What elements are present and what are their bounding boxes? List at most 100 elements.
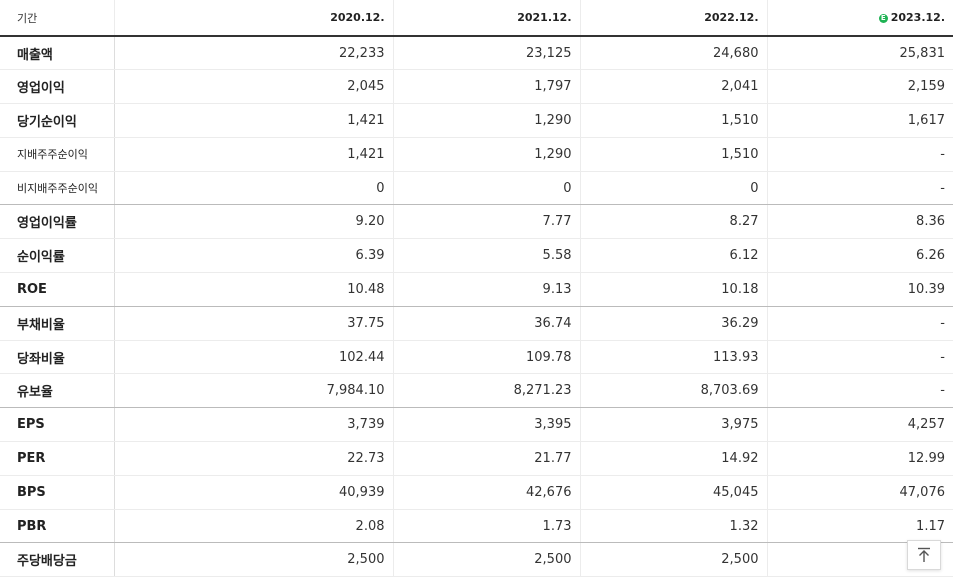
table-row: 당좌비율 102.44 109.78 113.93 - bbox=[0, 340, 953, 375]
table-row: 부채비율 37.75 36.74 36.29 - bbox=[0, 306, 953, 341]
row-label: ROE bbox=[0, 272, 115, 307]
table-cell: 1.17 bbox=[766, 509, 953, 544]
table-cell: 2,045 bbox=[113, 69, 393, 105]
table-cell: - bbox=[766, 373, 953, 409]
table-cell: 9.13 bbox=[392, 272, 580, 307]
table-cell: 45,045 bbox=[579, 475, 767, 510]
table-cell: 10.18 bbox=[579, 272, 767, 307]
table-cell: 36.29 bbox=[579, 306, 767, 341]
row-label: 당좌비율 bbox=[0, 340, 115, 375]
table-cell: 22,233 bbox=[113, 36, 393, 71]
table-row: EPS 3,739 3,395 3,975 4,257 bbox=[0, 407, 953, 443]
row-label: EPS bbox=[0, 407, 115, 443]
table-cell: 1.32 bbox=[579, 509, 767, 544]
row-label: 주당배당금 bbox=[0, 542, 115, 578]
table-cell: 21.77 bbox=[392, 441, 580, 476]
table-cell: 0 bbox=[113, 171, 393, 206]
table-cell: 40,939 bbox=[113, 475, 393, 510]
table-cell: 109.78 bbox=[392, 340, 580, 375]
table-cell: 2,159 bbox=[766, 69, 953, 105]
row-label: PER bbox=[0, 441, 115, 476]
table-cell: - bbox=[766, 171, 953, 206]
table-row: ROE 10.48 9.13 10.18 10.39 bbox=[0, 272, 953, 307]
row-label: 지배주주순이익 bbox=[0, 137, 115, 172]
table-cell: 8,271.23 bbox=[392, 373, 580, 409]
year-header: 2020.12. bbox=[113, 0, 393, 37]
table-cell: 3,739 bbox=[113, 407, 393, 443]
table-cell: 102.44 bbox=[113, 340, 393, 375]
table-row: 순이익률 6.39 5.58 6.12 6.26 bbox=[0, 238, 953, 274]
table-row: 당기순이익 1,421 1,290 1,510 1,617 bbox=[0, 103, 953, 138]
table-cell: 2,500 bbox=[392, 542, 580, 578]
table-cell: 37.75 bbox=[113, 306, 393, 341]
table-cell: 1,421 bbox=[113, 137, 393, 172]
row-label: 당기순이익 bbox=[0, 103, 115, 138]
table-cell: 42,676 bbox=[392, 475, 580, 510]
table-cell: 14.92 bbox=[579, 441, 767, 476]
table-cell: 8.36 bbox=[766, 204, 953, 240]
table-cell: 1,617 bbox=[766, 103, 953, 138]
row-label: 비지배주주순이익 bbox=[0, 171, 115, 206]
table-row: 영업이익률 9.20 7.77 8.27 8.36 bbox=[0, 204, 953, 240]
table-cell: 7.77 bbox=[392, 204, 580, 240]
table-cell: 12.99 bbox=[766, 441, 953, 476]
table-cell: 6.26 bbox=[766, 238, 953, 274]
row-label: 순이익률 bbox=[0, 238, 115, 274]
table-row: PER 22.73 21.77 14.92 12.99 bbox=[0, 441, 953, 476]
table-cell: 8.27 bbox=[579, 204, 767, 240]
table-row: BPS 40,939 42,676 45,045 47,076 bbox=[0, 475, 953, 510]
table-cell: 2,041 bbox=[579, 69, 767, 105]
period-header: 기간 bbox=[0, 0, 114, 37]
table-cell: 6.12 bbox=[579, 238, 767, 274]
table-cell: 1,421 bbox=[113, 103, 393, 138]
table-cell: 0 bbox=[392, 171, 580, 206]
table-cell: 5.58 bbox=[392, 238, 580, 274]
year-header-estimate: E 2023.12. bbox=[766, 0, 953, 37]
table-cell: 0 bbox=[579, 171, 767, 206]
table-cell: 3,975 bbox=[579, 407, 767, 443]
row-label: PBR bbox=[0, 509, 115, 544]
year-header: 2022.12. bbox=[579, 0, 767, 37]
table-row: 비지배주주순이익 0 0 0 - bbox=[0, 171, 953, 206]
table-cell: 6.39 bbox=[113, 238, 393, 274]
table-cell: 10.48 bbox=[113, 272, 393, 307]
table-cell: 24,680 bbox=[579, 36, 767, 71]
table-cell: 1,290 bbox=[392, 137, 580, 172]
table-row: PBR 2.08 1.73 1.32 1.17 bbox=[0, 509, 953, 544]
table-row: 영업이익 2,045 1,797 2,041 2,159 bbox=[0, 69, 953, 105]
header-row: 기간 2020.12. 2021.12. 2022.12. E 2023.12. bbox=[0, 0, 953, 37]
table-row: 주당배당금 2,500 2,500 2,500 bbox=[0, 542, 953, 578]
arrow-up-to-top-icon bbox=[918, 547, 930, 562]
table-cell: 1,797 bbox=[392, 69, 580, 105]
table-row: 유보율 7,984.10 8,271.23 8,703.69 - bbox=[0, 373, 953, 409]
table-cell: 1,510 bbox=[579, 137, 767, 172]
table-cell: 2.08 bbox=[113, 509, 393, 544]
table-row: 매출액 22,233 23,125 24,680 25,831 bbox=[0, 36, 953, 71]
table-cell: 22.73 bbox=[113, 441, 393, 476]
table-cell: 8,703.69 bbox=[579, 373, 767, 409]
table-cell: 113.93 bbox=[579, 340, 767, 375]
estimate-badge-icon: E bbox=[878, 14, 888, 23]
row-label: 유보율 bbox=[0, 373, 115, 409]
scroll-to-top-button[interactable] bbox=[907, 540, 941, 570]
table-cell: 25,831 bbox=[766, 36, 953, 71]
table-cell: - bbox=[766, 306, 953, 341]
table-cell: 9.20 bbox=[113, 204, 393, 240]
year-header: 2021.12. bbox=[392, 0, 580, 37]
row-label: BPS bbox=[0, 475, 115, 510]
table-cell: 4,257 bbox=[766, 407, 953, 443]
table-cell: 1,510 bbox=[579, 103, 767, 138]
table-cell: - bbox=[766, 137, 953, 172]
table-cell: 36.74 bbox=[392, 306, 580, 341]
table-cell: 23,125 bbox=[392, 36, 580, 71]
table-cell: 7,984.10 bbox=[113, 373, 393, 409]
table-cell: 2,500 bbox=[113, 542, 393, 578]
row-label: 매출액 bbox=[0, 36, 115, 71]
row-label: 영업이익률 bbox=[0, 204, 115, 240]
table-cell: - bbox=[766, 340, 953, 375]
table-cell: 1.73 bbox=[392, 509, 580, 544]
row-label: 영업이익 bbox=[0, 69, 115, 105]
table-row: 지배주주순이익 1,421 1,290 1,510 - bbox=[0, 137, 953, 172]
